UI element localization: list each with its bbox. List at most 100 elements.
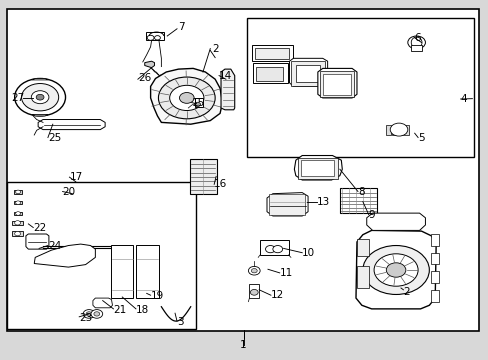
Polygon shape bbox=[294, 156, 342, 180]
Bar bbox=[391, 125, 396, 135]
Text: 2: 2 bbox=[403, 287, 409, 297]
Text: 20: 20 bbox=[62, 186, 76, 197]
Polygon shape bbox=[26, 234, 49, 249]
Circle shape bbox=[31, 91, 49, 104]
Bar bbox=[291, 61, 324, 86]
Circle shape bbox=[248, 266, 260, 275]
Bar bbox=[319, 71, 353, 97]
Circle shape bbox=[407, 36, 425, 49]
Text: 12: 12 bbox=[270, 290, 284, 300]
Circle shape bbox=[158, 77, 215, 119]
Circle shape bbox=[250, 289, 258, 295]
Bar bbox=[111, 245, 133, 298]
Bar bbox=[14, 212, 22, 215]
Text: 16: 16 bbox=[214, 179, 227, 189]
Circle shape bbox=[16, 201, 20, 204]
Text: 23: 23 bbox=[79, 312, 92, 323]
Circle shape bbox=[15, 221, 20, 225]
Text: 22: 22 bbox=[33, 222, 46, 233]
Text: 24: 24 bbox=[48, 240, 61, 251]
Circle shape bbox=[91, 310, 102, 318]
Text: 17: 17 bbox=[69, 172, 82, 182]
Bar bbox=[12, 221, 23, 225]
Circle shape bbox=[154, 36, 160, 40]
Circle shape bbox=[362, 246, 428, 294]
Text: 4: 4 bbox=[460, 94, 467, 104]
Text: 9: 9 bbox=[368, 210, 375, 220]
Bar bbox=[246, 18, 473, 157]
Polygon shape bbox=[150, 68, 222, 124]
Circle shape bbox=[16, 190, 20, 194]
Bar bbox=[322, 74, 350, 95]
Text: 19: 19 bbox=[150, 291, 163, 301]
Polygon shape bbox=[34, 244, 95, 267]
Bar bbox=[14, 201, 22, 204]
Polygon shape bbox=[38, 120, 105, 130]
Bar bbox=[403, 125, 408, 135]
Bar bbox=[136, 245, 159, 298]
Circle shape bbox=[179, 93, 194, 103]
Polygon shape bbox=[266, 193, 307, 216]
Text: 6: 6 bbox=[414, 33, 421, 43]
Bar bbox=[255, 48, 288, 59]
Bar bbox=[249, 284, 259, 298]
Circle shape bbox=[21, 84, 59, 111]
Text: 11: 11 bbox=[279, 268, 292, 278]
Text: 15: 15 bbox=[191, 98, 204, 108]
Polygon shape bbox=[366, 213, 425, 230]
Text: 25: 25 bbox=[48, 132, 61, 143]
Bar bbox=[430, 290, 438, 302]
Circle shape bbox=[169, 85, 203, 111]
Circle shape bbox=[147, 35, 154, 40]
Text: 21: 21 bbox=[113, 305, 126, 315]
Bar bbox=[189, 159, 216, 194]
Circle shape bbox=[389, 123, 407, 136]
Polygon shape bbox=[317, 68, 356, 98]
Bar bbox=[12, 231, 23, 236]
Bar bbox=[301, 160, 334, 176]
Bar bbox=[339, 188, 376, 213]
Polygon shape bbox=[32, 114, 48, 116]
Bar bbox=[430, 234, 438, 246]
Text: 18: 18 bbox=[136, 305, 149, 315]
Bar bbox=[251, 45, 293, 61]
Text: 13: 13 bbox=[316, 197, 329, 207]
Circle shape bbox=[272, 246, 282, 253]
Bar bbox=[268, 194, 305, 215]
Text: 2: 2 bbox=[212, 44, 219, 54]
Bar bbox=[260, 240, 288, 255]
Text: 10: 10 bbox=[302, 248, 315, 258]
Polygon shape bbox=[32, 78, 48, 80]
Polygon shape bbox=[221, 69, 234, 110]
Circle shape bbox=[15, 78, 65, 116]
Bar bbox=[145, 32, 164, 40]
Bar bbox=[430, 271, 438, 283]
Text: 8: 8 bbox=[357, 186, 364, 197]
Bar bbox=[430, 253, 438, 264]
Polygon shape bbox=[93, 298, 112, 308]
Text: 5: 5 bbox=[417, 132, 424, 143]
Circle shape bbox=[94, 312, 100, 316]
Bar bbox=[298, 158, 338, 179]
Text: 3: 3 bbox=[177, 317, 183, 327]
Text: 7: 7 bbox=[178, 22, 185, 32]
Circle shape bbox=[36, 94, 44, 100]
Bar bbox=[256, 67, 283, 81]
Bar bbox=[356, 239, 368, 256]
Circle shape bbox=[251, 269, 257, 273]
Text: 1: 1 bbox=[240, 340, 246, 350]
Circle shape bbox=[194, 102, 200, 107]
Bar bbox=[7, 9, 478, 331]
Text: 26: 26 bbox=[138, 73, 151, 84]
Bar bbox=[356, 266, 368, 288]
Bar bbox=[296, 65, 319, 82]
Bar bbox=[14, 190, 22, 194]
Bar bbox=[410, 45, 422, 51]
Circle shape bbox=[15, 231, 20, 236]
Circle shape bbox=[265, 246, 275, 253]
Bar bbox=[194, 98, 203, 107]
Bar bbox=[386, 125, 390, 135]
Circle shape bbox=[83, 310, 95, 318]
Bar bbox=[7, 182, 195, 329]
Polygon shape bbox=[144, 61, 154, 68]
